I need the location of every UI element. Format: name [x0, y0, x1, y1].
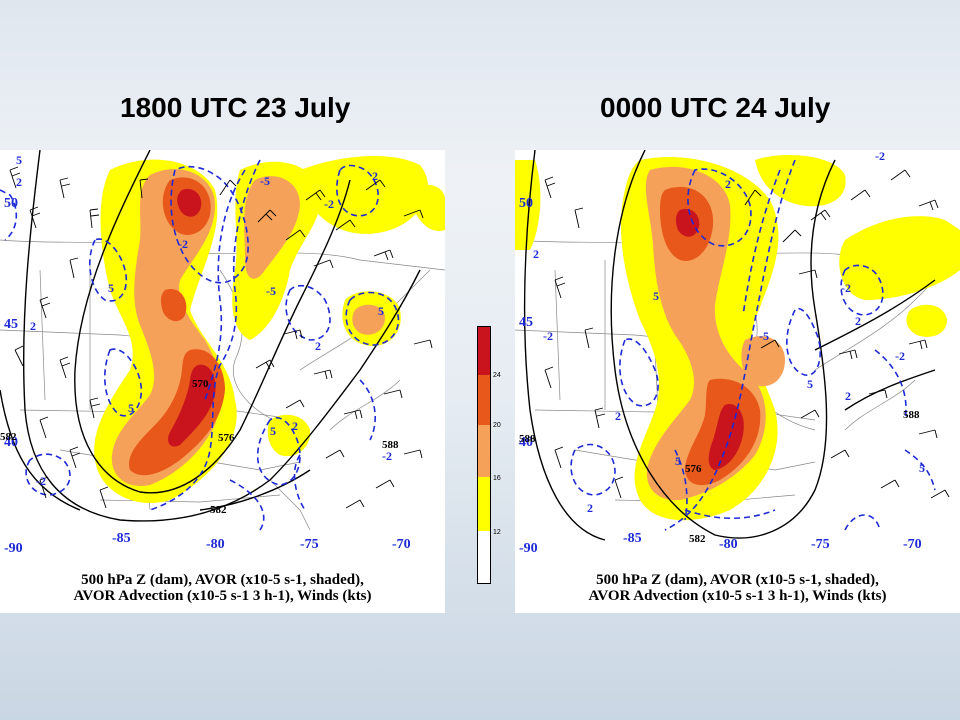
- advection-label: 2: [615, 409, 621, 423]
- height-label: 582: [689, 533, 706, 545]
- lon-label: -85: [623, 531, 642, 546]
- advection-label: 2: [855, 314, 861, 328]
- lon-label: -85: [112, 531, 131, 546]
- caption-line2-right: AVOR Advection (x10-5 s-1 3 h-1), Winds …: [588, 588, 887, 604]
- lat-label: 45: [519, 315, 533, 330]
- map-panel-left: 50 45 40 -90 -85 -80 -75 -70 570 576 582…: [0, 150, 445, 613]
- advection-label: -5: [266, 284, 276, 298]
- lat-label: 40: [519, 435, 533, 450]
- lat-label: 50: [519, 196, 533, 211]
- height-label: 582: [0, 431, 17, 443]
- advection-label: 5: [128, 401, 134, 415]
- height-label: 588: [519, 433, 536, 445]
- advection-label: -2: [543, 329, 553, 343]
- colorbar-tick: 16: [493, 475, 501, 482]
- height-label: 576: [218, 432, 235, 444]
- advection-label: -2: [841, 281, 851, 295]
- advection-label: 5: [270, 424, 276, 438]
- advection-label: 2: [292, 419, 298, 433]
- advection-label: 5: [378, 304, 384, 318]
- colorbar-swatch: [478, 375, 490, 425]
- advection-label: -2: [178, 237, 188, 251]
- lon-label: -70: [903, 537, 922, 552]
- lon-label: -90: [4, 541, 23, 556]
- caption-line2-left: AVOR Advection (x10-5 s-1 3 h-1), Winds …: [73, 588, 372, 604]
- advection-label: -2: [36, 474, 46, 488]
- lat-label: 45: [4, 317, 18, 332]
- advection-label: 2: [30, 319, 36, 333]
- lon-label: -70: [392, 537, 411, 552]
- height-contours-right: [523, 150, 936, 541]
- title-left: 1800 UTC 23 July: [120, 92, 351, 123]
- wind-barbs-right: [544, 169, 950, 499]
- advection-label: -5: [759, 329, 769, 343]
- map-panel-right: 50 45 40 -90 -85 -80 -75 -70 576 582 588…: [515, 150, 960, 613]
- height-label: 588: [903, 409, 920, 421]
- advection-label: 2: [315, 339, 321, 353]
- colorbar-swatch: [478, 477, 490, 531]
- advection-label: 2: [587, 501, 593, 515]
- advection-label: -2: [382, 449, 392, 463]
- colorbar-swatch: [478, 425, 490, 477]
- colorbar-tick: 12: [493, 529, 501, 536]
- advection-label: -2: [324, 197, 334, 211]
- advection-label: -2: [895, 349, 905, 363]
- advection-contours-left: [0, 159, 400, 531]
- lon-label: -90: [519, 541, 538, 556]
- lon-label: -80: [719, 537, 738, 552]
- lat-label: 40: [4, 435, 18, 450]
- height-label: 582: [210, 504, 227, 516]
- advection-label: 5: [16, 153, 22, 167]
- advection-label: 2: [16, 175, 22, 189]
- advection-label: 5: [675, 454, 681, 468]
- colorbar-tick: 24: [493, 372, 501, 379]
- caption-line1-right: 500 hPa Z (dam), AVOR (x10-5 s-1, shaded…: [596, 572, 879, 588]
- height-label: 570: [192, 378, 209, 390]
- map-right: 50 45 40 -90 -85 -80 -75 -70 576 582 588…: [515, 150, 960, 556]
- map-left: 50 45 40 -90 -85 -80 -75 -70 570 576 582…: [0, 150, 445, 556]
- lat-label: 50: [4, 196, 18, 211]
- caption-line1-left: 500 hPa Z (dam), AVOR (x10-5 s-1, shaded…: [81, 572, 364, 588]
- advection-label: 2: [725, 177, 731, 191]
- advection-label: 5: [919, 461, 925, 475]
- advection-label: -2: [875, 150, 885, 163]
- avor-shading-right: [515, 155, 960, 521]
- colorbar-tick: 20: [493, 422, 501, 429]
- advection-label: 5: [653, 289, 659, 303]
- advection-label: 2: [533, 247, 539, 261]
- advection-contours-right: [570, 159, 936, 531]
- height-contours-left: [0, 150, 421, 522]
- height-label: 576: [685, 463, 702, 475]
- title-right: 0000 UTC 24 July: [600, 92, 831, 123]
- colorbar-swatch: [478, 327, 490, 375]
- wind-barbs-left: [9, 166, 433, 509]
- advection-label: 2: [372, 169, 378, 183]
- advection-label: -5: [260, 174, 270, 188]
- height-label: 588: [382, 439, 399, 451]
- advection-label: 5: [807, 377, 813, 391]
- lon-label: -80: [206, 537, 225, 552]
- lon-label: -75: [811, 537, 830, 552]
- lon-label: -75: [300, 537, 319, 552]
- advection-label: 2: [845, 389, 851, 403]
- avor-colorbar: 24 20 16 12: [477, 326, 501, 584]
- avor-shading-left: [94, 155, 445, 504]
- advection-label: 5: [108, 281, 114, 295]
